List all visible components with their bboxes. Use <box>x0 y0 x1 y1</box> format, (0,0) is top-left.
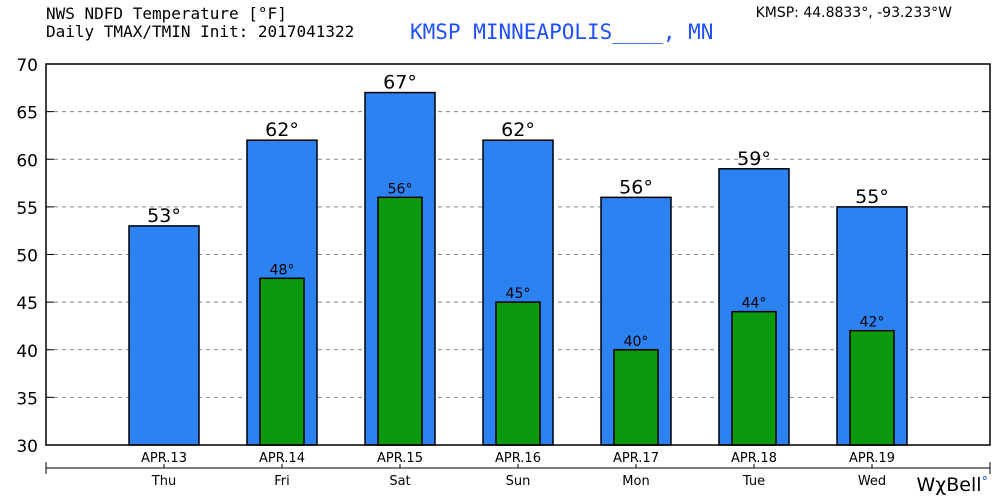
x-weekday-label: Sun <box>506 474 531 489</box>
plot-frame <box>45 63 991 446</box>
x-weekday-label: Thu <box>151 474 176 489</box>
station-coordinates: KMSP: 44.8833°, -93.233°W <box>755 5 952 21</box>
tmin-bar <box>849 329 895 446</box>
tmin-label: 56° <box>388 181 413 197</box>
brand-logo: WχBell° <box>916 474 988 496</box>
y-tick-label: 40 <box>16 342 38 362</box>
tmax-label: 55° <box>855 186 889 208</box>
x-date-label: APR.16 <box>495 451 541 466</box>
y-tick-label: 45 <box>16 294 38 314</box>
y-tick-label: 65 <box>16 104 38 124</box>
x-weekday-label: Mon <box>622 474 649 489</box>
tmax-label: 59° <box>737 148 771 170</box>
brand-name: WχBell <box>916 474 982 496</box>
tmin-label: 42° <box>860 315 885 331</box>
x-weekday-label: Sat <box>389 474 410 489</box>
tmin-label: 48° <box>270 262 295 278</box>
x-date-label: APR.19 <box>849 451 895 466</box>
x-date-label: APR.15 <box>377 451 423 466</box>
chart-title-line2: Daily TMAX/TMIN Init: 2017041322 <box>46 22 355 41</box>
x-weekday-label: Fri <box>274 474 290 489</box>
chart-title-line1: NWS NDFD Temperature [°F] <box>46 4 287 23</box>
tmax-label: 62° <box>265 119 299 141</box>
tmin-label: 44° <box>742 296 767 312</box>
tmin-bar <box>613 349 659 446</box>
tmin-label: 40° <box>624 334 649 350</box>
tmin-label: 45° <box>506 286 531 302</box>
tmax-label: 67° <box>383 72 417 94</box>
y-tick-label: 55 <box>16 199 38 219</box>
tmin-bar <box>731 310 777 446</box>
x-date-label: APR.18 <box>731 451 777 466</box>
x-weekday-label: Tue <box>742 474 765 489</box>
x-weekday-label: Wed <box>858 474 886 489</box>
x-date-label: APR.14 <box>259 451 305 466</box>
brand-dot-icon: ° <box>981 475 989 490</box>
tmax-label: 62° <box>501 119 535 141</box>
y-tick-label: 70 <box>16 56 38 76</box>
x-date-label: APR.13 <box>141 451 187 466</box>
tmin-bar <box>377 196 423 446</box>
y-tick-label: 35 <box>16 389 38 409</box>
tmax-bar <box>128 225 200 446</box>
y-tick-label: 30 <box>16 437 38 457</box>
station-name: KMSP MINNEAPOLIS____, MN <box>410 20 714 44</box>
x-date-label: APR.17 <box>613 451 659 466</box>
y-tick-label: 60 <box>16 151 38 171</box>
tmax-label: 56° <box>619 176 653 198</box>
tmin-bar <box>495 301 541 446</box>
tmax-label: 53° <box>147 205 181 227</box>
tmin-bar <box>259 277 305 446</box>
y-tick-label: 50 <box>16 247 38 267</box>
